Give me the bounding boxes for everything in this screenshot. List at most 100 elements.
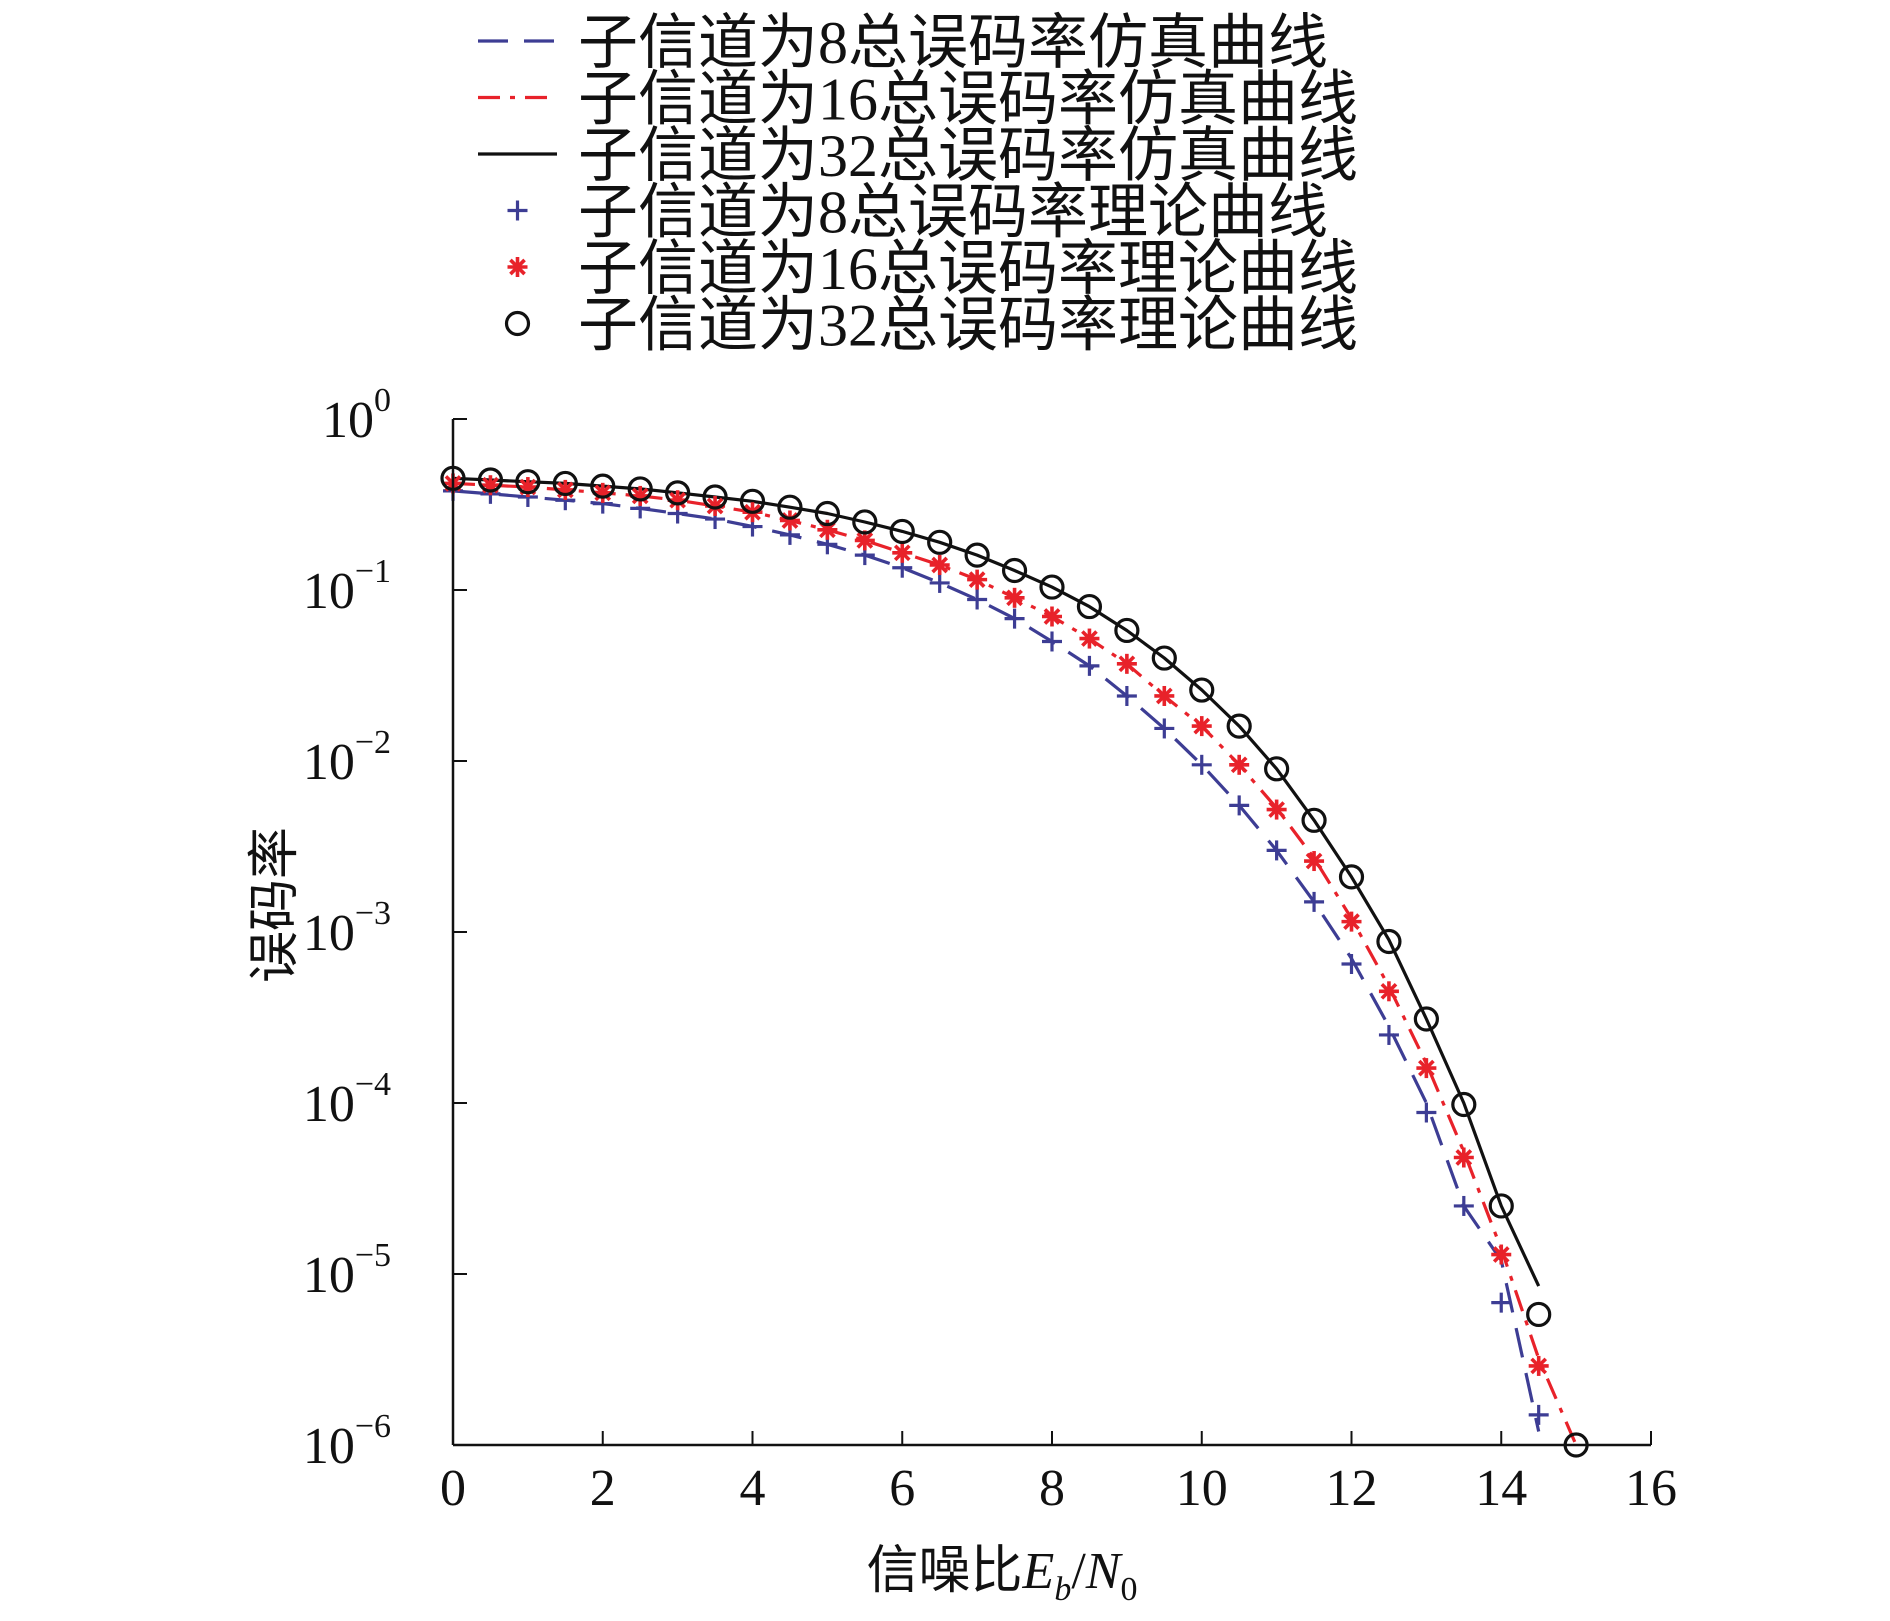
x-axis-label-n-sub: 0 [1120,1571,1137,1608]
series-line-0 [452,489,1541,1432]
series-marker-5 [927,529,953,555]
series-marker-5 [702,484,728,510]
series-marker-3 [1304,891,1325,912]
series-marker-5 [590,473,616,499]
legend-swatch-5 [504,310,531,337]
x-axis-label-e-sub: b [1054,1571,1071,1608]
legend: 子信道为8总误码率仿真曲线子信道为16总误码率仿真曲线子信道为32总误码率仿真曲… [478,10,1358,359]
series-marker-4 [1491,1244,1512,1265]
y-tick-label: 10−5 [303,1237,391,1304]
y-tick-base: 10 [303,1247,355,1304]
series-marker-5 [627,476,653,502]
legend-label-2: 子信道为32总误码率仿真曲线 [578,123,1358,189]
series-marker-4 [1042,606,1062,627]
series-marker-5 [1001,557,1028,584]
legend-label-4: 子信道为16总误码率理论曲线 [578,236,1358,302]
y-tick-exponent: −1 [355,553,391,590]
y-axis-label: 误码率 [247,827,304,983]
series-marker-5 [1039,574,1065,600]
y-tick-base: 10 [303,563,355,620]
legend-label-5: 子信道为32总误码率理论曲线 [578,293,1358,359]
y-tick-exponent: −4 [355,1066,391,1103]
series-marker-5 [1114,617,1140,644]
legend-swatch-3 [507,200,528,221]
series-marker-3 [929,572,950,593]
series-marker-5 [1526,1301,1552,1328]
series-marker-3 [1004,608,1025,629]
series-marker-3 [1229,795,1250,816]
series-marker-5 [814,500,840,527]
series-marker-3 [1453,1195,1474,1216]
legend-label-0: 子信道为8总误码率仿真曲线 [578,10,1328,76]
series-marker-3 [1378,1024,1399,1045]
series-marker-3 [1079,655,1100,676]
series-marker-5 [515,469,541,495]
series-marker-4 [1266,799,1287,820]
legend-label-1: 子信道为16总误码率仿真曲线 [578,67,1358,133]
y-tick-base: 10 [322,392,374,449]
x-tick-label: 0 [440,1460,466,1517]
series-marker-5 [1151,645,1177,671]
legend-swatch-4 [507,257,528,277]
series-marker-4 [1528,1355,1549,1376]
series-marker-5 [1189,677,1215,703]
series-marker-5 [665,480,691,506]
series-marker-4 [1116,653,1137,674]
x-tick-label: 14 [1475,1460,1527,1517]
series-marker-4 [1154,685,1175,706]
series-marker-4 [929,555,950,576]
series-marker-5 [889,518,915,545]
y-tick-exponent: −6 [355,1408,391,1445]
x-tick-label: 4 [740,1460,766,1517]
x-axis-label-slash: / [1071,1543,1086,1600]
axes-frame [451,418,1652,1447]
series-marker-3 [1491,1292,1512,1313]
series-marker-3 [1528,1404,1549,1425]
y-tick-exponent: −5 [355,1237,391,1274]
x-axis-label-e: E [1022,1543,1055,1600]
series-marker-3 [1416,1102,1437,1123]
x-axis-label-n: N [1085,1543,1124,1600]
x-tick-label: 16 [1625,1460,1677,1517]
series-marker-5 [1226,713,1252,739]
series-marker-5 [477,467,504,493]
series-marker-3 [1042,631,1062,652]
x-tick-label: 8 [1039,1460,1065,1517]
x-tick-label: 10 [1176,1460,1228,1517]
series-marker-3 [1266,840,1287,861]
plot-area: 0 2 4 6 8 10 12 14 16 10010−110−210−310−410−510−… [303,382,1677,1517]
series-marker-5 [964,542,990,568]
series-marker-3 [1191,754,1212,775]
series-marker-5 [1451,1091,1477,1118]
y-tick-exponent: −2 [355,724,391,761]
series-marker-4 [1229,754,1250,775]
series-marker-5 [1264,756,1290,782]
y-tick-base: 10 [303,1076,355,1133]
series-marker-4 [1304,851,1325,872]
y-tick-exponent: −3 [355,895,391,932]
y-tick-label: 10−1 [303,553,391,620]
series-marker-4 [967,569,988,590]
series-marker-4 [1341,911,1362,932]
y-tick-base: 10 [303,905,355,962]
series-marker-5 [1338,864,1365,890]
series-marker-5 [1413,1006,1439,1032]
series-marker-5 [777,494,803,520]
x-tick-labels: 0 2 4 6 8 10 12 14 16 [440,1460,1677,1517]
series-marker-3 [1341,953,1362,974]
x-axis-label: 信噪比Eb/N0 [867,1543,1138,1608]
y-tick-base: 10 [303,1418,355,1475]
series-marker-5 [1076,593,1103,620]
series-marker-4 [1416,1058,1437,1079]
series-markers [440,465,1589,1458]
series-marker-3 [1154,718,1175,739]
series-marker-5 [1488,1193,1514,1219]
series-marker-4 [892,542,913,563]
series-marker-4 [1453,1147,1474,1168]
y-tick-label: 10−2 [303,724,391,791]
x-axis-label-text: 信噪比 [867,1543,1023,1600]
y-tick-label: 10−4 [303,1066,391,1133]
y-tick-label: 100 [322,382,391,449]
legend-label-3: 子信道为8总误码率理论曲线 [578,180,1328,246]
